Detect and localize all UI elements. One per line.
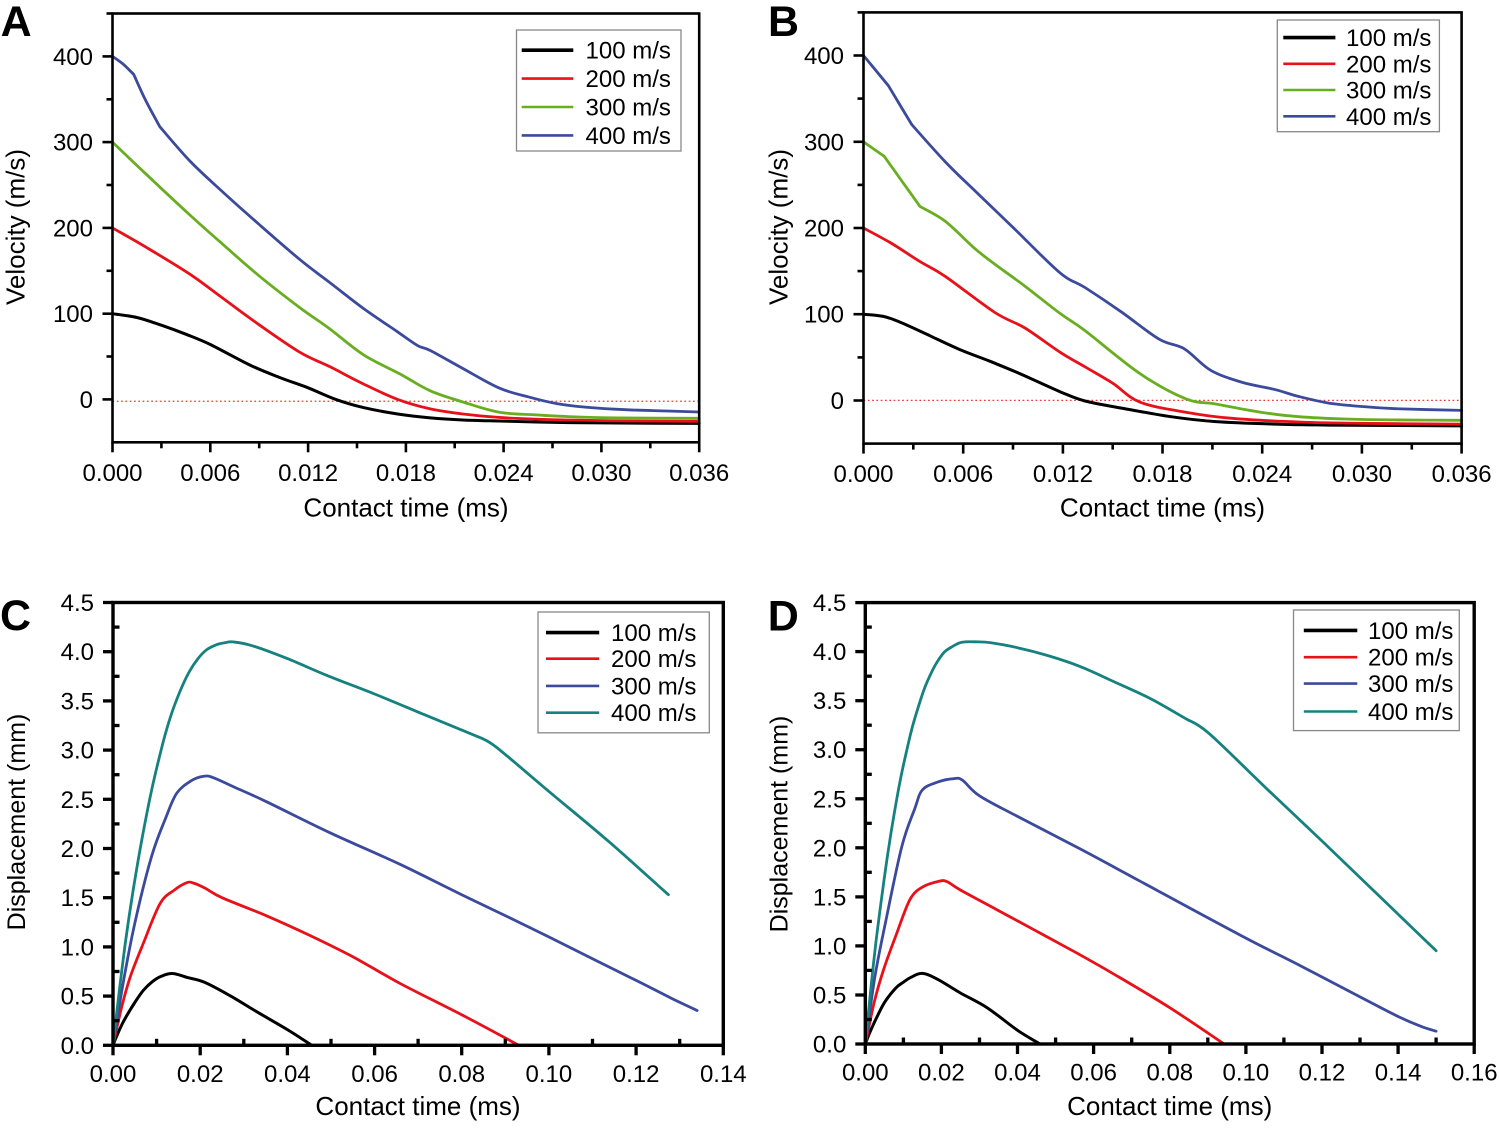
svg-text:0.06: 0.06 bbox=[351, 1061, 398, 1088]
svg-text:0.12: 0.12 bbox=[1299, 1060, 1346, 1087]
svg-text:400 m/s: 400 m/s bbox=[586, 123, 671, 150]
svg-text:Velocity (m/s): Velocity (m/s) bbox=[1, 149, 31, 305]
svg-text:200 m/s: 200 m/s bbox=[586, 66, 671, 93]
svg-text:0.0: 0.0 bbox=[813, 1032, 846, 1059]
svg-text:0.10: 0.10 bbox=[1223, 1060, 1270, 1087]
svg-text:300 m/s: 300 m/s bbox=[1368, 671, 1453, 698]
svg-text:0.018: 0.018 bbox=[376, 460, 436, 487]
svg-text:0.00: 0.00 bbox=[90, 1061, 137, 1088]
svg-text:0.06: 0.06 bbox=[1070, 1060, 1117, 1087]
svg-text:0.024: 0.024 bbox=[1232, 461, 1292, 488]
svg-text:Contact time (ms): Contact time (ms) bbox=[315, 1091, 520, 1121]
svg-text:300: 300 bbox=[804, 129, 844, 156]
svg-text:0.012: 0.012 bbox=[1033, 461, 1093, 488]
svg-text:200 m/s: 200 m/s bbox=[611, 646, 696, 673]
svg-text:0.030: 0.030 bbox=[571, 460, 631, 487]
svg-text:0.024: 0.024 bbox=[474, 460, 534, 487]
svg-text:300 m/s: 300 m/s bbox=[1346, 78, 1431, 105]
svg-text:100: 100 bbox=[804, 302, 844, 329]
svg-text:0.10: 0.10 bbox=[526, 1061, 573, 1088]
svg-text:2.0: 2.0 bbox=[61, 836, 94, 863]
svg-text:4.0: 4.0 bbox=[61, 639, 94, 666]
svg-text:0.030: 0.030 bbox=[1332, 461, 1392, 488]
svg-text:0.036: 0.036 bbox=[669, 460, 729, 487]
svg-text:300 m/s: 300 m/s bbox=[586, 95, 671, 122]
svg-text:0.5: 0.5 bbox=[61, 984, 94, 1011]
svg-text:C: C bbox=[0, 592, 31, 640]
svg-text:300: 300 bbox=[53, 130, 93, 157]
svg-text:0.16: 0.16 bbox=[1451, 1060, 1498, 1087]
svg-text:0.000: 0.000 bbox=[833, 461, 893, 488]
svg-text:0.012: 0.012 bbox=[278, 460, 338, 487]
svg-text:400: 400 bbox=[53, 44, 93, 71]
svg-text:0.006: 0.006 bbox=[180, 460, 240, 487]
svg-text:Velocity (m/s): Velocity (m/s) bbox=[764, 149, 794, 305]
svg-text:100 m/s: 100 m/s bbox=[611, 620, 696, 647]
svg-text:2.5: 2.5 bbox=[61, 787, 94, 814]
svg-text:0.04: 0.04 bbox=[264, 1061, 311, 1088]
svg-text:4.0: 4.0 bbox=[813, 639, 846, 666]
svg-text:0.00: 0.00 bbox=[842, 1060, 889, 1087]
svg-text:0.04: 0.04 bbox=[994, 1060, 1041, 1087]
svg-text:0.018: 0.018 bbox=[1132, 461, 1192, 488]
svg-text:200 m/s: 200 m/s bbox=[1346, 51, 1431, 78]
svg-text:0.006: 0.006 bbox=[933, 461, 993, 488]
svg-text:0.08: 0.08 bbox=[438, 1061, 485, 1088]
svg-text:0.14: 0.14 bbox=[700, 1061, 747, 1088]
svg-text:4.5: 4.5 bbox=[813, 590, 846, 617]
svg-text:0.02: 0.02 bbox=[918, 1060, 965, 1087]
svg-text:4.5: 4.5 bbox=[61, 590, 94, 617]
svg-text:2.0: 2.0 bbox=[813, 835, 846, 862]
svg-text:3.5: 3.5 bbox=[61, 688, 94, 715]
svg-text:0.02: 0.02 bbox=[177, 1061, 224, 1088]
svg-text:1.5: 1.5 bbox=[813, 884, 846, 911]
svg-text:B: B bbox=[768, 0, 799, 46]
svg-text:D: D bbox=[768, 592, 799, 640]
svg-text:3.0: 3.0 bbox=[813, 737, 846, 764]
svg-text:1.0: 1.0 bbox=[813, 933, 846, 960]
svg-text:1.0: 1.0 bbox=[61, 934, 94, 961]
svg-text:0: 0 bbox=[80, 387, 93, 414]
svg-text:0.036: 0.036 bbox=[1432, 461, 1492, 488]
svg-text:100: 100 bbox=[53, 301, 93, 328]
svg-text:0: 0 bbox=[831, 388, 844, 415]
svg-text:2.5: 2.5 bbox=[813, 786, 846, 813]
svg-text:Contact time (ms): Contact time (ms) bbox=[1060, 493, 1265, 523]
svg-text:1.5: 1.5 bbox=[61, 885, 94, 912]
svg-text:Contact time (ms): Contact time (ms) bbox=[1067, 1091, 1272, 1121]
svg-text:200: 200 bbox=[53, 215, 93, 242]
svg-text:0.0: 0.0 bbox=[61, 1033, 94, 1060]
svg-text:100 m/s: 100 m/s bbox=[1368, 618, 1453, 645]
svg-text:100 m/s: 100 m/s bbox=[1346, 25, 1431, 52]
svg-text:400: 400 bbox=[804, 43, 844, 70]
svg-text:Displacement (mm): Displacement (mm) bbox=[766, 716, 794, 933]
svg-text:300 m/s: 300 m/s bbox=[611, 673, 696, 700]
svg-text:0.5: 0.5 bbox=[813, 983, 846, 1010]
svg-text:A: A bbox=[1, 0, 32, 46]
svg-text:200: 200 bbox=[804, 216, 844, 243]
svg-text:400 m/s: 400 m/s bbox=[611, 700, 696, 727]
svg-text:3.0: 3.0 bbox=[61, 738, 94, 765]
svg-text:100 m/s: 100 m/s bbox=[586, 38, 671, 65]
svg-text:400 m/s: 400 m/s bbox=[1368, 699, 1453, 726]
svg-text:200 m/s: 200 m/s bbox=[1368, 645, 1453, 672]
svg-text:3.5: 3.5 bbox=[813, 688, 846, 715]
svg-text:Displacement (mm): Displacement (mm) bbox=[3, 714, 31, 931]
svg-text:0.08: 0.08 bbox=[1146, 1060, 1193, 1087]
svg-text:0.000: 0.000 bbox=[82, 460, 142, 487]
svg-text:400 m/s: 400 m/s bbox=[1346, 104, 1431, 131]
svg-text:Contact time (ms): Contact time (ms) bbox=[303, 493, 508, 523]
svg-text:0.14: 0.14 bbox=[1375, 1060, 1422, 1087]
svg-text:0.12: 0.12 bbox=[613, 1061, 660, 1088]
